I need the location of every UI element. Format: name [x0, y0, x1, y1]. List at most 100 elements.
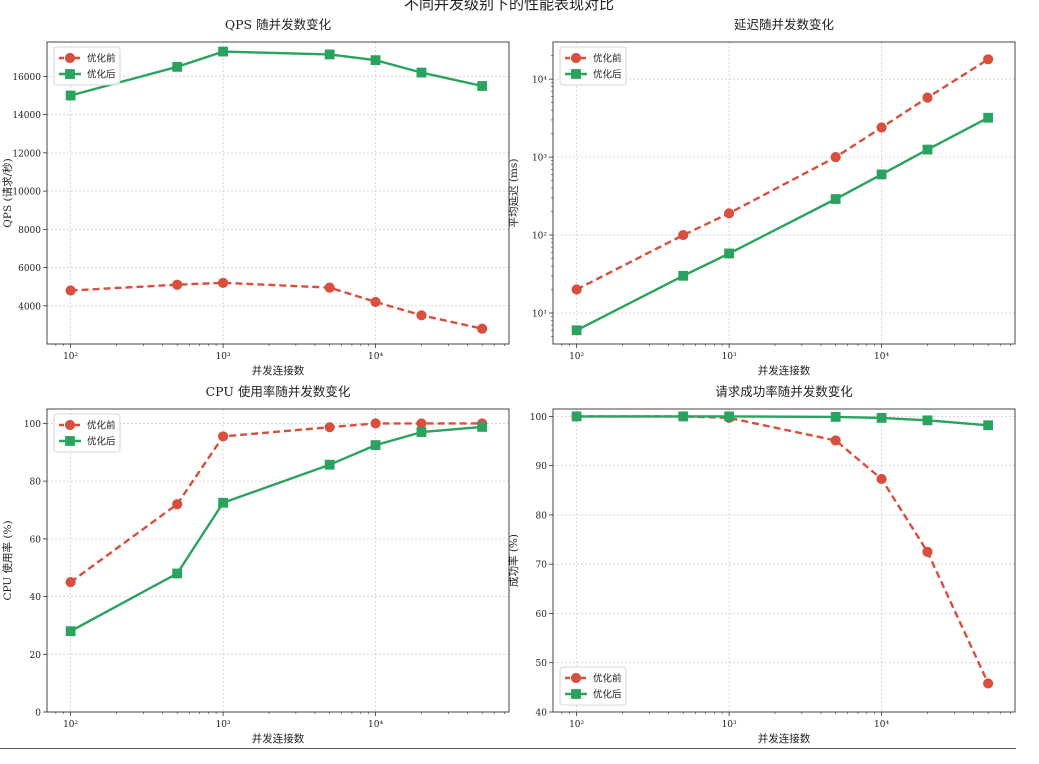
data-point-after: [172, 568, 183, 579]
x-tick-label: 10³: [722, 352, 737, 362]
x-axis-label: 并发连接数: [758, 364, 811, 377]
series-after: [571, 411, 994, 431]
x-tick-label: 10⁴: [368, 352, 383, 362]
chart-title: 请求成功率随并发数变化: [715, 384, 853, 399]
y-tick-label: 80: [536, 511, 548, 521]
y-tick-label: 8000: [18, 226, 41, 236]
chart-title: CPU 使用率随并发数变化: [206, 384, 351, 399]
data-point-before: [876, 473, 887, 485]
data-point-before: [370, 296, 381, 308]
x-tick-label: 10³: [722, 720, 737, 730]
x-tick-label: 10⁴: [874, 720, 889, 730]
x-axis-label: 并发连接数: [252, 364, 305, 377]
data-point-before: [922, 546, 933, 557]
legend-label-after: 优化后: [593, 69, 622, 81]
series-after: [65, 46, 488, 101]
legend-marker-before: [570, 672, 582, 684]
series-line-after: [70, 425, 483, 633]
data-point-before: [172, 499, 183, 510]
data-point-before: [65, 577, 76, 588]
data-point-after: [477, 421, 488, 432]
data-point-before: [830, 435, 841, 446]
legend-label-before: 优化前: [593, 53, 622, 65]
data-point-after: [324, 49, 335, 60]
plot-frame: [552, 408, 1016, 713]
data-point-before: [65, 285, 76, 296]
data-point-before: [723, 208, 735, 219]
data-point-after: [830, 194, 841, 204]
y-axis-label: 成功率 (%): [507, 534, 520, 587]
y-tick-label: 60: [30, 535, 42, 545]
x-axis-label: 并发连接数: [252, 732, 305, 745]
data-point-before: [876, 122, 887, 133]
data-point-before: [416, 310, 427, 321]
data-point-after: [65, 90, 76, 101]
legend-label-after: 优化后: [87, 436, 116, 448]
y-tick-label: 100: [24, 420, 41, 430]
x-tick-label: 10²: [63, 352, 78, 362]
chart-title: 延迟随并发数变化: [734, 17, 835, 32]
legend-label-after: 优化后: [593, 689, 622, 701]
chart-panel-4: 10² 10³ 10⁴ 40 50 60 70 80 90 100 请求成功率随并发数变化并发连接数…: [507, 384, 1016, 745]
chart-panel-1: 10² 10³ 10⁴ 4000 6000 8000 10000 12000 14000 1600…: [1, 17, 510, 377]
data-point-before: [477, 323, 488, 334]
data-point-before: [370, 418, 381, 429]
x-tick-label: 10²: [569, 352, 584, 362]
data-point-after: [876, 169, 887, 180]
y-tick-label: 90: [536, 462, 548, 472]
data-point-after: [65, 626, 76, 637]
data-point-after: [477, 81, 488, 91]
data-point-before: [678, 229, 689, 241]
series-line-before: [69, 422, 483, 584]
plot-frame: [46, 408, 510, 713]
series-before: [571, 411, 994, 689]
series-after: [571, 112, 994, 336]
data-point-after: [922, 415, 933, 426]
plot-frame: [46, 41, 510, 345]
data-point-before: [324, 282, 335, 293]
y-tick-label: 100: [530, 413, 547, 423]
figure-title: 不同并发级别下的性能表现对比: [404, 0, 614, 13]
data-point-before: [922, 92, 933, 103]
x-tick-label: 10²: [569, 720, 584, 730]
y-tick-label: 70: [536, 561, 548, 571]
data-point-after: [218, 497, 228, 508]
chart-title: QPS 随并发数变化: [225, 17, 332, 32]
data-point-after: [678, 411, 689, 422]
data-point-before: [830, 152, 841, 163]
data-point-after: [416, 67, 427, 78]
data-point-after: [830, 411, 841, 422]
y-axis-label: QPS (请求/秒): [1, 158, 14, 227]
data-point-before: [571, 284, 582, 295]
y-tick-label: 10⁴: [532, 76, 547, 86]
x-tick-label: 10⁴: [368, 720, 383, 730]
y-axis-label: CPU 使用率 (%): [1, 520, 14, 600]
y-tick-label: 50: [536, 659, 548, 669]
y-tick-label: 10000: [12, 188, 41, 198]
y-tick-label: 6000: [18, 264, 41, 274]
legend-marker-after: [65, 69, 75, 79]
y-tick-label: 14000: [12, 111, 41, 121]
data-point-after: [983, 420, 994, 431]
data-point-before: [172, 279, 183, 290]
legend-marker-before: [64, 419, 76, 431]
data-point-after: [876, 412, 887, 423]
y-tick-label: 20: [30, 651, 42, 661]
y-tick-label: 0: [35, 709, 41, 719]
data-point-before: [983, 54, 994, 65]
data-point-after: [983, 112, 994, 123]
legend-marker-after: [65, 436, 75, 446]
data-point-after: [416, 427, 427, 437]
data-point-before: [324, 422, 335, 433]
legend-label-before: 优化前: [87, 53, 116, 65]
data-point-after: [571, 325, 582, 336]
x-tick-label: 10³: [216, 352, 231, 362]
data-point-after: [370, 55, 381, 66]
legend-label-after: 优化后: [87, 69, 116, 81]
data-point-before: [983, 678, 994, 689]
data-point-after: [370, 440, 381, 450]
